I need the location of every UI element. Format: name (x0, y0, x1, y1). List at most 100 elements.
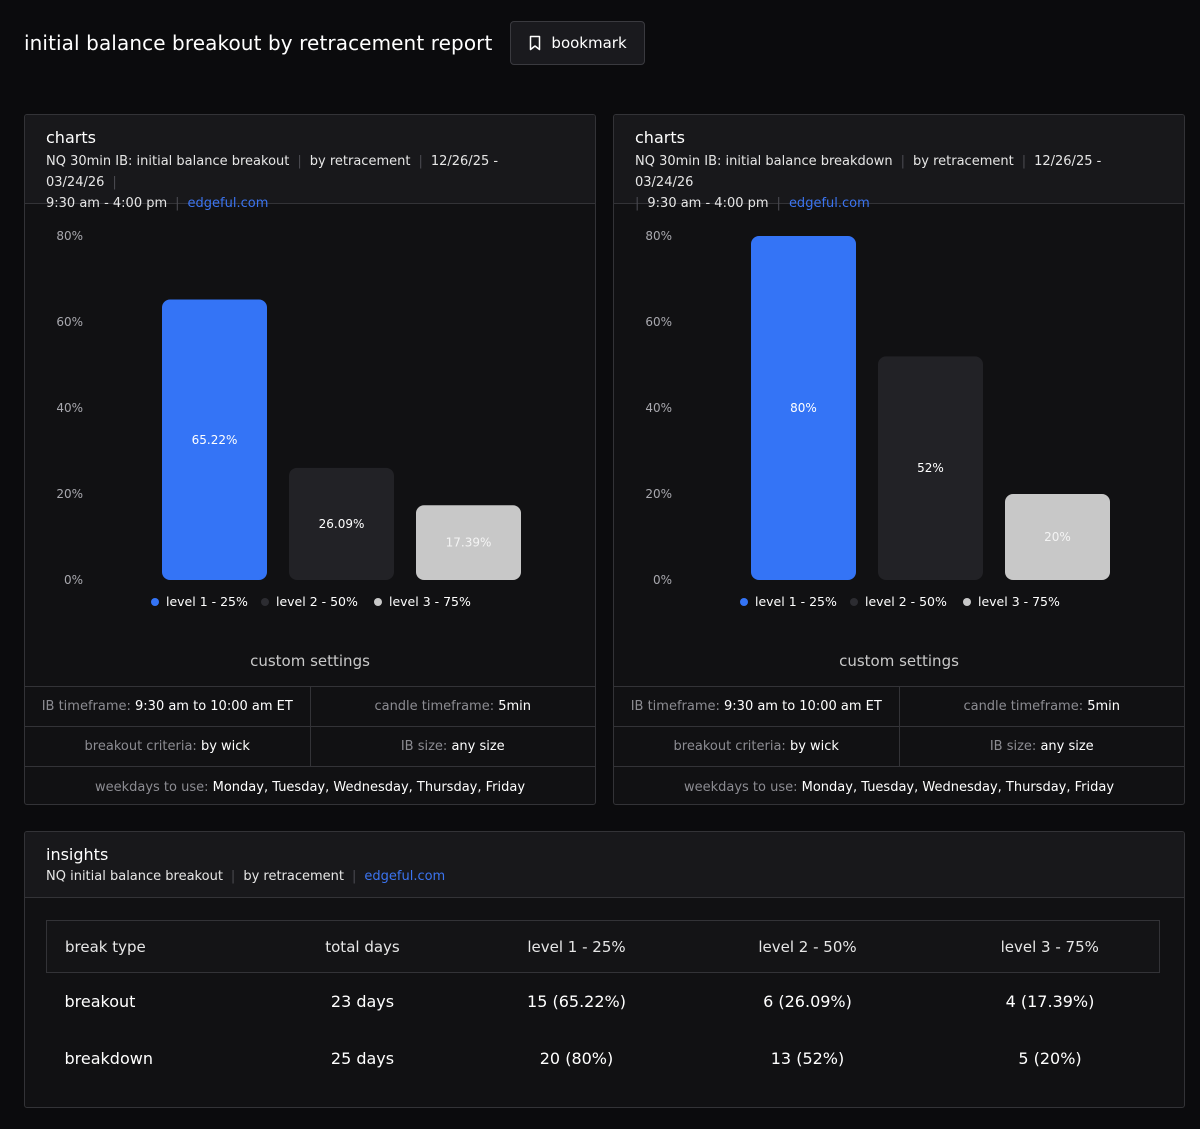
column-header: level 1 - 25% (478, 920, 675, 973)
legend-swatch (261, 598, 269, 606)
legend-label: level 2 - 50% (276, 594, 358, 609)
bar-value-label: 80% (790, 401, 817, 415)
insights-table: break type total days level 1 - 25% leve… (46, 920, 1160, 1087)
setting-breakout-criteria: breakout criteria: by wick (25, 727, 310, 766)
bookmark-label: bookmark (551, 34, 627, 52)
setting-label: IB timeframe: (41, 699, 131, 714)
setting-weekdays: weekdays to use: Monday, Tuesday, Wednes… (25, 767, 595, 804)
insights-panel: insights NQ initial balance breakout | by … (24, 831, 1185, 1108)
legend-label: level 1 - 25% (166, 594, 248, 609)
setting-weekdays: weekdays to use: Monday, Tuesday, Wednes… (614, 767, 1184, 804)
table-cell: 20 (80%) (539, 1048, 614, 1068)
edgeful-link[interactable]: edgeful.com (788, 196, 870, 211)
panel-title: charts (46, 128, 96, 147)
column-header: level 2 - 50% (674, 920, 941, 973)
setting-label: IB timeframe: (630, 699, 720, 714)
edgeful-link[interactable]: edgeful.com (364, 869, 446, 884)
setting-ib-timeframe: IB timeframe: 9:30 am to 10:00 am ET (614, 687, 899, 726)
table-row: breakout 23 days 15 (65.22%) 6 (26.09%) … (47, 973, 1160, 1030)
bookmark-button[interactable]: bookmark (510, 21, 645, 65)
y-tick-label: 0% (653, 573, 672, 587)
setting-label: weekdays to use: (683, 779, 798, 795)
chart-panel-breakdown: charts NQ 30min IB: initial balance brea… (613, 114, 1185, 805)
y-tick-label: 60% (645, 315, 672, 329)
bar-value-label: 26.09% (319, 517, 365, 531)
bar-1 (162, 299, 267, 580)
setting-ib-size: IB size: any size (309, 727, 596, 766)
subtitle-date-range: 12/26/25 - 03/24/26 (635, 154, 1102, 190)
settings-grid: IB timeframe: 9:30 am to 10:00 am ET can… (614, 686, 1185, 804)
bar-2 (289, 467, 394, 580)
legend-swatch (151, 598, 159, 606)
y-tick-label: 80% (645, 229, 672, 243)
chart-panel-breakout: charts NQ 30min IB: initial balance brea… (24, 114, 596, 805)
setting-label: candle timeframe: (374, 699, 495, 714)
column-header: break type (46, 920, 247, 973)
bar-chart-breakout: 0% 20% 40% 60% 80% 65.22% 26.09% 17.39% level 1 … (25, 204, 595, 644)
legend-swatch (374, 598, 382, 606)
column-header: level 3 - 75% (940, 920, 1160, 973)
custom-settings-title: custom settings (839, 652, 959, 670)
panel-header: charts NQ 30min IB: initial balance brea… (25, 115, 595, 211)
table-cell: 25 days (330, 1048, 395, 1068)
bar-value-label: 17.39% (446, 536, 492, 550)
y-tick-label: 80% (56, 229, 83, 243)
setting-value: 9:30 am to 10:00 am ET (724, 699, 882, 714)
subtitle-session: 9:30 am - 4:00 pm (46, 196, 168, 211)
setting-value: 5min (498, 699, 532, 714)
insights-subtitle: NQ initial balance breakout | by retraceme… (46, 869, 446, 884)
subtitle-mode: by retracement (913, 154, 1014, 169)
subtitle-instrument: NQ 30min IB: initial balance breakdown (635, 154, 893, 169)
bar-3 (1005, 494, 1110, 580)
table-cell: 6 (26.09%) (763, 991, 852, 1011)
y-tick-label: 20% (645, 487, 672, 501)
y-tick-label: 40% (56, 401, 83, 415)
setting-value: by wick (789, 739, 839, 754)
legend-swatch (740, 598, 748, 606)
legend-swatch (850, 598, 858, 606)
setting-candle-timeframe: candle timeframe: 5min (898, 687, 1185, 726)
table-cell: 5 (20%) (1018, 1048, 1082, 1068)
page-header: initial balance breakout by retracement … (24, 21, 645, 65)
bar-1 (751, 236, 856, 580)
setting-value: any size (1040, 739, 1094, 754)
y-tick-label: 20% (56, 487, 83, 501)
bar-value-label: 65.22% (192, 433, 238, 447)
legend-label: level 3 - 75% (389, 594, 471, 609)
table-cell: 13 (52%) (770, 1048, 845, 1068)
table-cell: breakdown (64, 1048, 153, 1068)
panel-subtitle: NQ 30min IB: initial balance breakout | by… (46, 154, 499, 211)
setting-value: any size (451, 739, 505, 754)
panel-subtitle: NQ 30min IB: initial balance breakdown | b… (635, 154, 1102, 211)
setting-value: Monday, Tuesday, Wednesday, Thursday, Fr… (801, 779, 1115, 795)
setting-label: IB size: (989, 739, 1037, 754)
subtitle-session: 9:30 am - 4:00 pm (647, 196, 769, 211)
table-cell: 4 (17.39%) (1005, 991, 1095, 1011)
insights-title: insights (46, 845, 109, 864)
table-cell: breakout (64, 991, 136, 1011)
legend-label: level 2 - 50% (865, 594, 947, 609)
setting-label: breakout criteria: (673, 739, 786, 754)
table-cell: 15 (65.22%) (527, 991, 626, 1011)
edgeful-link[interactable]: edgeful.com (187, 196, 269, 211)
setting-ib-timeframe: IB timeframe: 9:30 am to 10:00 am ET (25, 687, 310, 726)
setting-label: breakout criteria: (84, 739, 197, 754)
table-cell: 23 days (330, 991, 395, 1011)
bar-3 (416, 505, 521, 580)
table-header-row: break type total days level 1 - 25% leve… (46, 920, 1160, 973)
insights-subtitle-mode: by retracement (243, 869, 344, 884)
y-tick-label: 40% (645, 401, 672, 415)
custom-settings-title: custom settings (250, 652, 370, 670)
y-tick-label: 0% (64, 573, 83, 587)
setting-breakout-criteria: breakout criteria: by wick (614, 727, 899, 766)
insights-header: insights NQ initial balance breakout | by … (25, 832, 1184, 898)
bar-value-label: 20% (1044, 530, 1071, 544)
setting-label: candle timeframe: (963, 699, 1084, 714)
bar-chart-breakdown: 0% 20% 40% 60% 80% 80% 52% 20% level 1 - 25% leve… (614, 204, 1184, 644)
bookmark-icon (530, 35, 541, 51)
setting-label: IB size: (400, 739, 448, 754)
subtitle-mode: by retracement (309, 154, 411, 169)
column-header: total days (246, 920, 479, 973)
bar-2 (878, 356, 983, 580)
